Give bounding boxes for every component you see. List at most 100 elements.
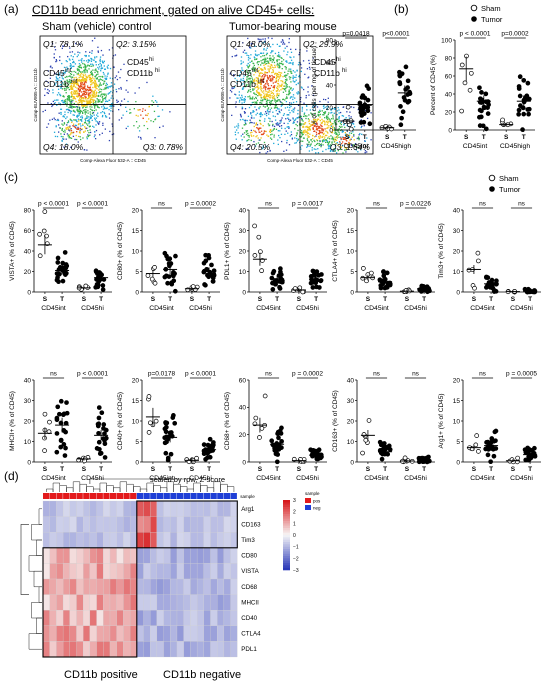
flow-event [348, 135, 350, 137]
x-tick-label: T [403, 134, 407, 141]
flow-event [324, 112, 326, 115]
flow-event [284, 90, 287, 92]
flow-event [339, 126, 342, 128]
flow-event [81, 58, 83, 60]
flow-event [321, 110, 323, 112]
flow-event [85, 117, 87, 119]
flow-event [370, 112, 372, 114]
flow-event [265, 54, 268, 56]
annotation-cell [230, 493, 237, 499]
sham-point [44, 233, 49, 239]
flow-event [311, 124, 313, 126]
sham-point [468, 70, 474, 76]
flow-event [69, 79, 71, 81]
flow-event [77, 120, 80, 122]
heatmap-cell [150, 547, 158, 564]
flow-event [281, 67, 283, 70]
flow-event [272, 111, 274, 113]
flow-event [115, 91, 118, 93]
gate-left-line1: CD45 [43, 68, 65, 78]
flow-event [292, 63, 294, 66]
flow-event [279, 111, 281, 114]
flow-event [100, 91, 102, 93]
heatmap-cell [116, 532, 124, 548]
flow-event [300, 67, 303, 69]
flow-event [79, 66, 81, 68]
heatmap-cell [183, 641, 191, 658]
flow-event [100, 112, 102, 114]
tumor-point [167, 256, 173, 262]
flow-event [281, 140, 283, 143]
flow-event [345, 133, 347, 135]
p-value-label: p=0.0418 [342, 31, 370, 38]
dendro-branch [160, 487, 168, 492]
flow-event [286, 142, 288, 144]
flow-event [328, 144, 330, 147]
flow-event [250, 54, 252, 56]
heatmap-cell [109, 610, 117, 626]
flow-event [85, 109, 87, 111]
flow-event [290, 76, 292, 79]
scale-swatch [283, 560, 290, 564]
flow-event [93, 78, 95, 80]
flow-event [276, 85, 279, 87]
flow-event [319, 140, 321, 142]
flow-event [61, 139, 63, 142]
flow-event [275, 109, 277, 112]
flow-event [242, 87, 244, 89]
heatmap-cell [62, 594, 70, 611]
flow-event [269, 109, 272, 111]
flow-event [267, 68, 269, 70]
tumor-point [484, 285, 489, 290]
heatmap-cell [123, 563, 131, 580]
tumor-point [360, 108, 365, 114]
flow-event [75, 71, 77, 73]
flow-event [61, 62, 63, 65]
flow-event [69, 129, 71, 131]
sham-point [360, 275, 366, 281]
flow-event [280, 85, 282, 88]
flow-event [243, 98, 245, 100]
x-tick-label: T [168, 296, 172, 303]
flow-event [249, 80, 251, 83]
flow-event [66, 127, 68, 129]
flow-event [107, 67, 109, 69]
flow-event [350, 132, 353, 134]
heatmap-cell [103, 500, 111, 517]
sham-point [475, 250, 481, 256]
flow-event [68, 88, 70, 91]
flow-event [317, 152, 320, 154]
flow-event [81, 115, 83, 117]
x-tick-label: S [82, 296, 87, 303]
tumor-point [277, 286, 283, 291]
flow-event [330, 150, 332, 152]
flow-event [258, 92, 260, 94]
flow-event [51, 67, 53, 69]
flow-event [318, 111, 320, 114]
flow-event [278, 134, 280, 137]
flow-event [72, 56, 74, 58]
flow-event [102, 54, 104, 56]
flow-event [97, 122, 99, 124]
flow-event [79, 86, 82, 88]
flow-event [286, 126, 288, 128]
flow-event [303, 126, 305, 128]
flow-event [79, 85, 82, 87]
tumor-point [172, 288, 178, 294]
flow-event [88, 119, 90, 122]
flow-event [241, 79, 243, 82]
flow-event [312, 115, 314, 117]
y-tick-label: 60 [239, 377, 247, 384]
flow-event [286, 106, 289, 108]
flow-event [101, 60, 104, 62]
flow-event [60, 135, 62, 138]
flow-event [272, 89, 274, 92]
flow-event [323, 120, 325, 122]
flow-event [273, 128, 275, 130]
y-tick-label: 10 [132, 418, 140, 425]
heatmap-cell [42, 610, 50, 626]
flow-event [288, 126, 290, 128]
flow-event [83, 83, 85, 86]
flow-event [241, 106, 243, 108]
flow-event [319, 130, 321, 132]
